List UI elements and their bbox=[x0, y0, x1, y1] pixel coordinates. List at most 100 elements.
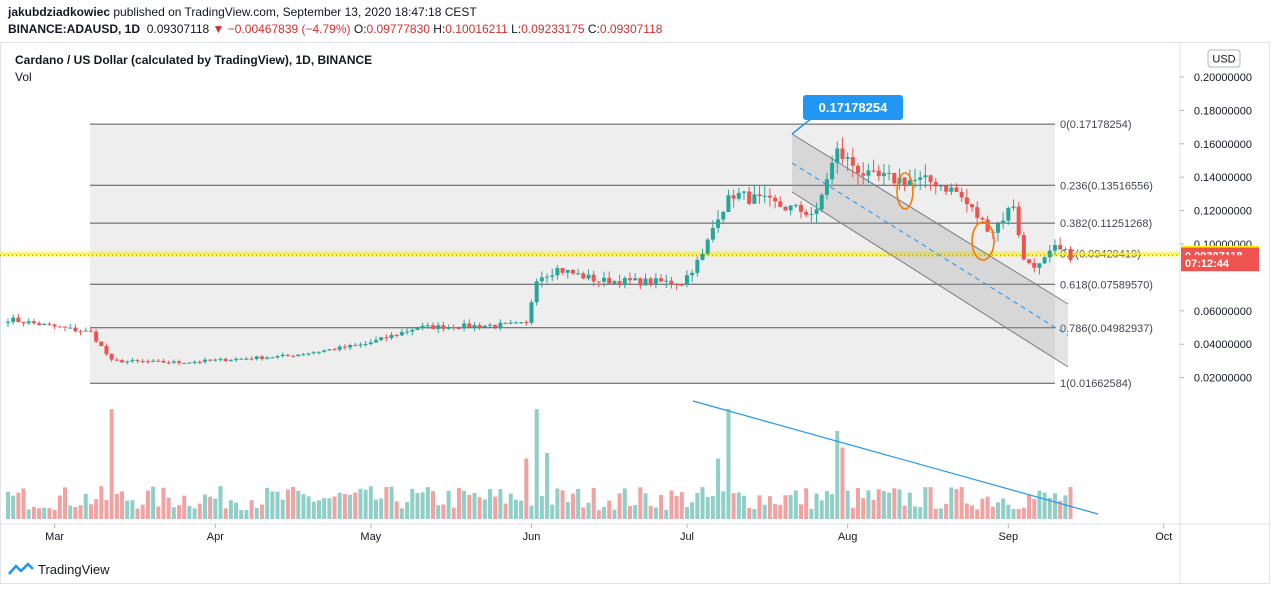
candle[interactable] bbox=[643, 273, 648, 286]
candle[interactable] bbox=[52, 323, 57, 330]
candle[interactable] bbox=[819, 192, 824, 213]
candle[interactable] bbox=[42, 323, 47, 326]
candle[interactable] bbox=[151, 358, 156, 363]
candle[interactable] bbox=[37, 320, 42, 326]
candle[interactable] bbox=[332, 347, 337, 351]
candle[interactable] bbox=[679, 283, 684, 287]
candle[interactable] bbox=[529, 299, 534, 326]
candle[interactable] bbox=[695, 256, 700, 277]
candle[interactable] bbox=[83, 327, 88, 332]
candle[interactable] bbox=[384, 334, 389, 342]
candle[interactable] bbox=[187, 362, 192, 364]
candle[interactable] bbox=[114, 357, 119, 361]
candle[interactable] bbox=[244, 357, 249, 361]
candle[interactable] bbox=[161, 358, 166, 363]
candle[interactable] bbox=[669, 276, 674, 289]
candle[interactable] bbox=[866, 163, 871, 184]
currency-button[interactable]: USD bbox=[1207, 49, 1241, 68]
candle[interactable] bbox=[586, 269, 591, 281]
candle[interactable] bbox=[881, 163, 886, 185]
candle[interactable] bbox=[16, 313, 21, 323]
candle[interactable] bbox=[280, 352, 285, 358]
candle[interactable] bbox=[736, 188, 741, 201]
candle[interactable] bbox=[902, 177, 907, 192]
candle[interactable] bbox=[1032, 258, 1037, 273]
candle[interactable] bbox=[830, 155, 835, 184]
candle[interactable] bbox=[633, 272, 638, 281]
candle[interactable] bbox=[78, 329, 83, 336]
candle[interactable] bbox=[762, 186, 767, 204]
candle[interactable] bbox=[1027, 259, 1032, 265]
candle[interactable] bbox=[462, 319, 467, 332]
candle[interactable] bbox=[249, 356, 254, 361]
candle[interactable] bbox=[565, 269, 570, 279]
price-chart[interactable]: 0(0.17178254) 0.236(0.13516556) 0.382(0.11… bbox=[0, 42, 1274, 586]
candle[interactable] bbox=[171, 359, 176, 364]
candle[interactable] bbox=[451, 324, 456, 331]
candle[interactable] bbox=[88, 326, 93, 333]
candle[interactable] bbox=[202, 357, 207, 364]
candle[interactable] bbox=[322, 349, 327, 353]
candle[interactable] bbox=[938, 184, 943, 192]
candle[interactable] bbox=[192, 360, 197, 365]
candle[interactable] bbox=[576, 268, 581, 276]
candle[interactable] bbox=[436, 322, 441, 334]
candle[interactable] bbox=[1063, 247, 1068, 251]
candle[interactable] bbox=[125, 360, 130, 365]
candle[interactable] bbox=[747, 186, 752, 206]
candle[interactable] bbox=[944, 184, 949, 196]
candle[interactable] bbox=[104, 343, 109, 357]
candle[interactable] bbox=[99, 341, 104, 347]
channel-lower-line[interactable] bbox=[791, 191, 1069, 368]
candle[interactable] bbox=[835, 141, 840, 174]
candle[interactable] bbox=[933, 177, 938, 195]
candle[interactable] bbox=[845, 152, 850, 172]
candle[interactable] bbox=[223, 357, 228, 363]
candle[interactable] bbox=[1052, 239, 1057, 256]
candle[interactable] bbox=[394, 334, 399, 338]
candle[interactable] bbox=[467, 319, 472, 329]
candle[interactable] bbox=[166, 360, 171, 365]
candle[interactable] bbox=[664, 274, 669, 288]
candle[interactable] bbox=[47, 322, 52, 327]
candle[interactable] bbox=[1042, 256, 1047, 265]
candle[interactable] bbox=[856, 162, 861, 185]
candle[interactable] bbox=[876, 164, 881, 182]
candle[interactable] bbox=[477, 322, 482, 331]
candle[interactable] bbox=[788, 205, 793, 216]
candle[interactable] bbox=[63, 326, 68, 332]
candle[interactable] bbox=[177, 359, 182, 366]
candle[interactable] bbox=[861, 162, 866, 185]
candle[interactable] bbox=[684, 270, 689, 288]
candle[interactable] bbox=[627, 272, 632, 285]
candle[interactable] bbox=[809, 206, 814, 223]
candle[interactable] bbox=[923, 164, 928, 189]
candle[interactable] bbox=[327, 348, 332, 351]
candle[interactable] bbox=[228, 358, 233, 362]
candle[interactable] bbox=[545, 273, 550, 283]
candle[interactable] bbox=[21, 321, 26, 327]
candle[interactable] bbox=[721, 210, 726, 225]
candle[interactable] bbox=[612, 279, 617, 285]
candle[interactable] bbox=[425, 322, 430, 329]
candle[interactable] bbox=[591, 270, 596, 287]
candle[interactable] bbox=[560, 267, 565, 275]
candle[interactable] bbox=[705, 238, 710, 256]
candle[interactable] bbox=[798, 201, 803, 219]
candle[interactable] bbox=[617, 274, 622, 289]
candle[interactable] bbox=[109, 353, 114, 362]
highlight-circle[interactable] bbox=[896, 172, 914, 210]
candle[interactable] bbox=[197, 360, 202, 365]
candle[interactable] bbox=[373, 336, 378, 343]
candle[interactable] bbox=[353, 342, 358, 347]
candle[interactable] bbox=[399, 329, 404, 337]
candle[interactable] bbox=[602, 271, 607, 287]
candle[interactable] bbox=[342, 344, 347, 350]
candle[interactable] bbox=[954, 183, 959, 193]
candle[interactable] bbox=[726, 189, 731, 213]
candle[interactable] bbox=[513, 321, 518, 324]
candle[interactable] bbox=[1001, 212, 1006, 229]
candle[interactable] bbox=[752, 185, 757, 205]
candle[interactable] bbox=[94, 329, 99, 344]
candle[interactable] bbox=[995, 221, 1000, 242]
